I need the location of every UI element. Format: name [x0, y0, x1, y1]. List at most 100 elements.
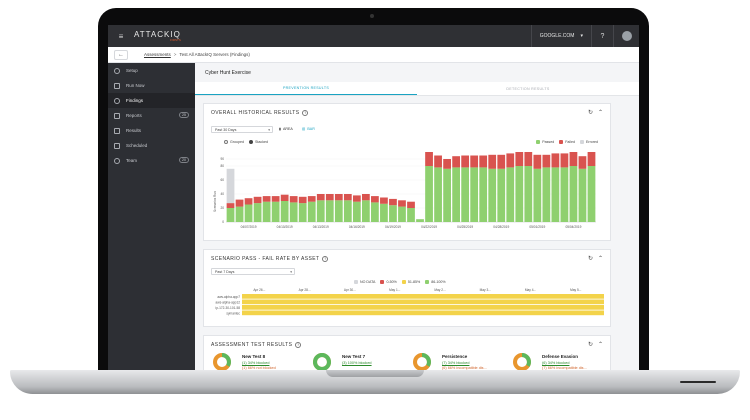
- bar-failed[interactable]: [461, 155, 470, 168]
- bar-passed[interactable]: [488, 168, 497, 222]
- user-menu[interactable]: [613, 25, 639, 47]
- legend-failed[interactable]: Failed: [559, 140, 575, 145]
- bar-failed[interactable]: [316, 194, 325, 201]
- test-not-blocked-link[interactable]: (7) 66% incompatible dis...: [542, 366, 587, 370]
- bar-failed[interactable]: [524, 152, 533, 166]
- bar-failed[interactable]: [235, 199, 244, 207]
- bar-failed[interactable]: [560, 153, 569, 168]
- bar-failed[interactable]: [515, 152, 524, 166]
- test-blocked-link[interactable]: (1) 34% blocked: [242, 361, 270, 365]
- stacked-option[interactable]: Stacked: [249, 140, 268, 145]
- collapse-icon[interactable]: ⌃: [597, 342, 603, 348]
- bar-failed[interactable]: [371, 196, 379, 203]
- test-not-blocked-link[interactable]: (6) 66% incompatible dis...: [442, 366, 487, 370]
- test-blocked-link[interactable]: (7) 34% blocked: [442, 361, 470, 365]
- bar-failed[interactable]: [488, 154, 497, 169]
- refresh-icon[interactable]: ↻: [587, 256, 593, 262]
- bar-failed[interactable]: [380, 197, 388, 204]
- bar-passed[interactable]: [280, 201, 289, 222]
- legend-errored[interactable]: Errored: [580, 140, 598, 145]
- bar-passed[interactable]: [371, 202, 379, 222]
- bar-failed[interactable]: [452, 156, 461, 168]
- heatmap-row-cell[interactable]: [242, 305, 604, 310]
- bar-failed[interactable]: [578, 156, 587, 169]
- test-result-item[interactable]: Persistence (7) 34% blocked (6) 66% incomp…: [412, 352, 512, 370]
- bar-failed[interactable]: [533, 154, 542, 169]
- bar-passed[interactable]: [389, 205, 397, 222]
- bar-passed[interactable]: [425, 166, 433, 222]
- bar-passed[interactable]: [560, 167, 569, 222]
- bar-passed[interactable]: [524, 166, 533, 222]
- collapse-icon[interactable]: ⌃: [597, 110, 603, 116]
- bar-passed[interactable]: [298, 203, 307, 222]
- collapse-icon[interactable]: ⌃: [597, 256, 603, 262]
- refresh-icon[interactable]: ↻: [587, 342, 593, 348]
- bar-passed[interactable]: [334, 200, 343, 222]
- bar-failed[interactable]: [434, 155, 442, 168]
- bar-passed[interactable]: [569, 166, 578, 222]
- test-not-blocked-link[interactable]: (1) 66% not blocked: [242, 366, 276, 370]
- bar-passed[interactable]: [226, 208, 235, 222]
- help-icon[interactable]: ?: [322, 256, 329, 262]
- bar-failed[interactable]: [470, 155, 479, 168]
- bar-failed[interactable]: [551, 153, 560, 168]
- refresh-icon[interactable]: ↻: [587, 110, 593, 116]
- bar-passed[interactable]: [325, 200, 334, 222]
- bar-failed[interactable]: [389, 198, 397, 206]
- bar-passed[interactable]: [271, 201, 280, 222]
- bar-failed[interactable]: [244, 198, 253, 205]
- test-blocked-link[interactable]: (3) 100% blocked: [342, 361, 372, 365]
- test-result-item[interactable]: New Test 8 (1) 34% blocked (1) 66% not blo…: [212, 352, 312, 370]
- sidebar-item-results[interactable]: Results: [108, 123, 195, 138]
- range-select[interactable]: Past 30 Days ▾: [211, 126, 273, 133]
- bar-passed[interactable]: [307, 201, 316, 222]
- bar-passed[interactable]: [470, 167, 479, 222]
- bar-toggle[interactable]: ▥ BAR: [302, 127, 315, 131]
- sidebar-item-run-now[interactable]: Run Now: [108, 78, 195, 93]
- bar-failed[interactable]: [280, 194, 289, 201]
- menu-icon[interactable]: ≡: [118, 31, 124, 41]
- bar-passed[interactable]: [361, 200, 370, 222]
- bar-passed[interactable]: [533, 168, 542, 222]
- bar-failed[interactable]: [542, 154, 551, 168]
- test-result-item[interactable]: New Test 7 (3) 100% blocked: [312, 352, 412, 370]
- bar-failed[interactable]: [569, 152, 578, 166]
- bar-failed[interactable]: [289, 196, 298, 203]
- test-blocked-link[interactable]: (6) 34% blocked: [542, 361, 570, 365]
- bar-passed[interactable]: [434, 167, 442, 222]
- bar-failed[interactable]: [407, 201, 415, 208]
- test-result-item[interactable]: Defense Evasion (6) 34% blocked (7) 66% in…: [512, 352, 612, 370]
- bar-passed[interactable]: [343, 200, 352, 222]
- bar-failed[interactable]: [497, 154, 506, 169]
- heatmap-row-cell[interactable]: [242, 294, 604, 299]
- help-icon[interactable]: ?: [295, 342, 302, 348]
- org-switcher[interactable]: GOOGLE.COM ▾: [530, 25, 591, 47]
- bar-failed[interactable]: [307, 196, 316, 202]
- bar-passed[interactable]: [551, 167, 560, 222]
- grouped-option[interactable]: Grouped: [224, 140, 244, 145]
- bar-failed[interactable]: [271, 196, 280, 202]
- bar-failed[interactable]: [262, 196, 271, 202]
- back-arrow-icon[interactable]: ←: [114, 49, 128, 60]
- sidebar-item-setup[interactable]: Setup: [108, 63, 195, 78]
- bar-failed[interactable]: [253, 196, 262, 204]
- bar-passed[interactable]: [497, 168, 506, 222]
- bar-passed[interactable]: [515, 166, 524, 222]
- bar-failed[interactable]: [343, 194, 352, 201]
- tab-prevention-results[interactable]: PREVENTION RESULTS: [195, 82, 417, 95]
- area-toggle[interactable]: ▮ AREA: [279, 127, 293, 131]
- bar-passed[interactable]: [578, 168, 587, 222]
- bar-failed[interactable]: [325, 194, 334, 201]
- tab-detection-results[interactable]: DETECTION RESULTS: [506, 86, 550, 91]
- bar-passed[interactable]: [542, 167, 551, 222]
- bar-passed[interactable]: [262, 201, 271, 222]
- bar-passed[interactable]: [461, 167, 470, 222]
- sidebar-item-scheduled[interactable]: Scheduled: [108, 138, 195, 153]
- bar-passed[interactable]: [479, 167, 488, 222]
- sidebar-item-reports[interactable]: Reports 25: [108, 108, 195, 123]
- bar-failed[interactable]: [361, 194, 370, 201]
- bar-passed[interactable]: [244, 204, 253, 223]
- bar-passed[interactable]: [380, 203, 388, 222]
- app-logo[interactable]: ATTACKIQ FIRSTS: [134, 30, 181, 42]
- heatmap-row-cell[interactable]: [242, 310, 604, 316]
